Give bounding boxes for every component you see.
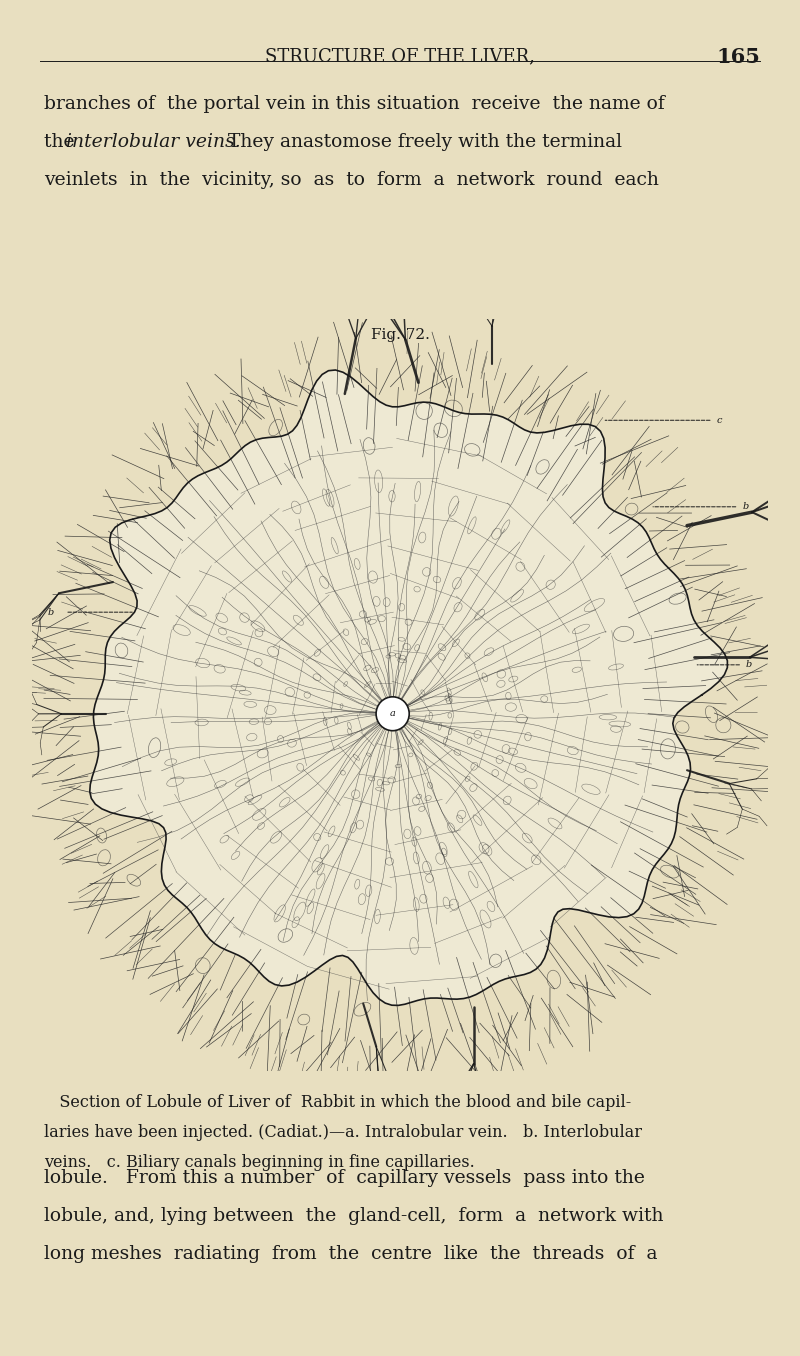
Text: the: the	[44, 133, 81, 151]
Text: 165: 165	[716, 47, 760, 68]
Text: branches of  the portal vein in this situation  receive  the name of: branches of the portal vein in this situ…	[44, 95, 665, 113]
Circle shape	[376, 697, 410, 731]
Text: lobule.   From this a number  of  capillary vessels  pass into the: lobule. From this a number of capillary …	[44, 1169, 645, 1186]
Text: long meshes  radiating  from  the  centre  like  the  threads  of  a: long meshes radiating from the centre li…	[44, 1245, 658, 1262]
Text: Section of Lobule of Liver of  Rabbit in which the blood and bile capil-: Section of Lobule of Liver of Rabbit in …	[44, 1094, 631, 1112]
Text: lobule, and, lying between  the  gland-cell,  form  a  network with: lobule, and, lying between the gland-cel…	[44, 1207, 663, 1224]
Polygon shape	[90, 370, 727, 1005]
Text: STRUCTURE OF THE LIVER,: STRUCTURE OF THE LIVER,	[265, 47, 535, 65]
Text: b: b	[48, 607, 54, 617]
Text: veins.   c. Biliary canals beginning in fine capillaries.: veins. c. Biliary canals beginning in fi…	[44, 1154, 474, 1172]
Text: veinlets  in  the  vicinity, so  as  to  form  a  network  round  each: veinlets in the vicinity, so as to form …	[44, 171, 659, 188]
Text: laries have been injected. (Cadiat.)—a. Intralobular vein.   b. Interlobular: laries have been injected. (Cadiat.)—a. …	[44, 1124, 642, 1142]
Text: interlobular veins.: interlobular veins.	[66, 133, 240, 151]
Text: a: a	[390, 709, 395, 719]
Text: c: c	[717, 416, 722, 424]
Text: Fig. 72.: Fig. 72.	[370, 328, 430, 342]
Text: They anastomose freely with the terminal: They anastomose freely with the terminal	[210, 133, 622, 151]
Text: b: b	[742, 502, 749, 511]
Text: b: b	[746, 660, 752, 670]
